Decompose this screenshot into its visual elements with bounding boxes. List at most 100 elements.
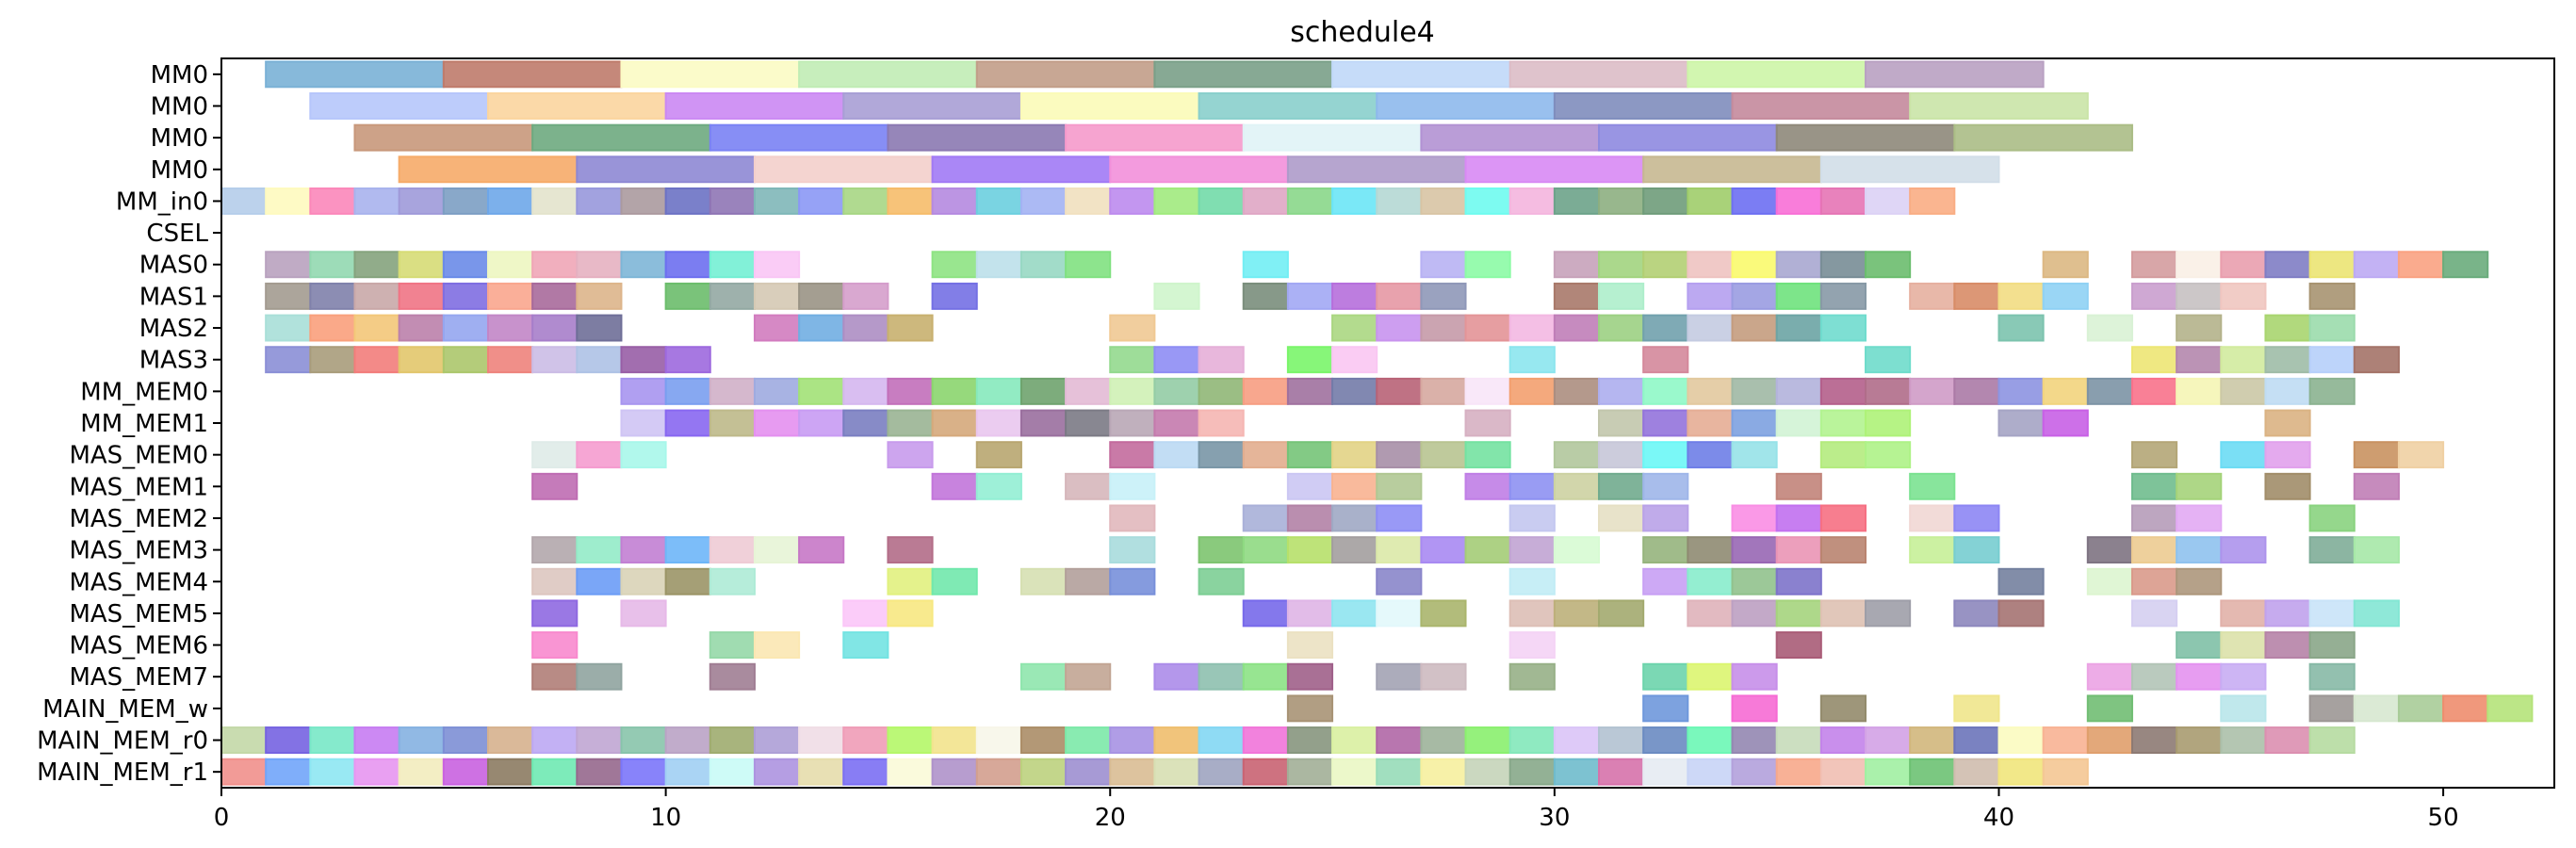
task-bar [442, 758, 489, 786]
task-bar [2130, 567, 2178, 595]
task-bar [1109, 441, 1156, 469]
task-bar [2130, 282, 2178, 310]
task-bar [2264, 599, 2311, 628]
task-bar [2264, 409, 2311, 437]
task-bar [1953, 123, 2133, 152]
task-bar [2130, 599, 2178, 628]
task-bar [1376, 758, 1423, 786]
y-tick-label: MM0 [151, 61, 208, 90]
task-bar [1019, 377, 1068, 405]
task-bar [2086, 694, 2133, 723]
task-bar [1198, 92, 1378, 120]
task-bar [1153, 346, 1200, 374]
task-bar [1775, 251, 1822, 279]
task-bar [2176, 377, 2223, 405]
task-bar [2086, 726, 2133, 754]
task-bar [620, 441, 667, 469]
task-bar [753, 282, 801, 310]
task-bar [798, 282, 845, 310]
task-bar [931, 282, 978, 310]
task-bar [1598, 282, 1645, 310]
task-bar [1775, 187, 1822, 215]
task-bar [309, 251, 356, 279]
task-bar [1687, 441, 1734, 469]
task-bar [1109, 187, 1156, 215]
task-bar [2353, 472, 2400, 500]
task-bar [887, 567, 934, 595]
task-bar [1376, 599, 1423, 628]
task-bar [931, 187, 978, 215]
task-bar [1687, 187, 1734, 215]
task-bar [1687, 567, 1734, 595]
task-bar [975, 187, 1022, 215]
task-bar [620, 567, 667, 595]
task-bar [442, 60, 623, 89]
task-bar [1376, 187, 1423, 215]
task-bar [398, 758, 445, 786]
task-bar [1331, 187, 1378, 215]
task-bar [1731, 441, 1778, 469]
task-bar [1642, 567, 1689, 595]
task-bar [1242, 123, 1423, 152]
task-bar [1109, 409, 1156, 437]
plot-frame [220, 57, 2555, 789]
task-bar [1508, 314, 1556, 342]
task-bar [1286, 187, 1334, 215]
task-bar [2220, 441, 2267, 469]
task-bar [1242, 504, 1289, 532]
task-bar [2442, 251, 2489, 279]
task-bar [1553, 187, 1601, 215]
task-bar [576, 536, 623, 564]
task-bar [2220, 694, 2267, 723]
task-bar [2130, 346, 2178, 374]
x-tick-label: 10 [650, 804, 681, 832]
task-bar [1909, 92, 2089, 120]
task-bar [1019, 187, 1068, 215]
y-tick-label: MAS0 [139, 252, 208, 280]
task-bar [1731, 92, 1912, 120]
task-bar [1687, 377, 1734, 405]
task-bar [531, 567, 579, 595]
task-bar [486, 314, 534, 342]
task-bar [1642, 694, 1689, 723]
task-bar [887, 441, 934, 469]
task-bar [2130, 662, 2178, 691]
task-bar [1420, 123, 1601, 152]
task-bar [576, 567, 623, 595]
task-bar [309, 92, 489, 120]
task-bar [1953, 282, 2000, 310]
task-bar [1331, 377, 1378, 405]
task-bar [931, 409, 978, 437]
task-bar [1687, 599, 1734, 628]
task-bar [1286, 377, 1334, 405]
task-bar [1464, 314, 1511, 342]
task-bar [1420, 441, 1467, 469]
task-bar [1775, 314, 1822, 342]
task-bar [1775, 282, 1822, 310]
task-bar [2264, 346, 2311, 374]
task-bar [753, 251, 801, 279]
task-bar [1642, 155, 1822, 184]
task-bar [1109, 536, 1156, 564]
task-bar [1953, 726, 2000, 754]
task-bar [1909, 504, 1956, 532]
task-bar [709, 662, 756, 691]
task-bar [2130, 441, 2178, 469]
task-bar [265, 187, 312, 215]
task-bar [1464, 155, 1645, 184]
task-bar [931, 377, 978, 405]
task-bar [576, 726, 623, 754]
task-bar [1508, 536, 1556, 564]
task-bar [664, 567, 711, 595]
task-bar [620, 599, 667, 628]
task-bar [1376, 441, 1423, 469]
task-bar [353, 187, 400, 215]
task-bar [1687, 662, 1734, 691]
task-bar [1642, 346, 1689, 374]
task-bar [975, 409, 1022, 437]
task-bar [1909, 758, 1956, 786]
task-bar [2176, 314, 2223, 342]
y-tick-label: CSEL [146, 220, 208, 248]
task-bar [1464, 758, 1511, 786]
task-bar [1286, 662, 1334, 691]
